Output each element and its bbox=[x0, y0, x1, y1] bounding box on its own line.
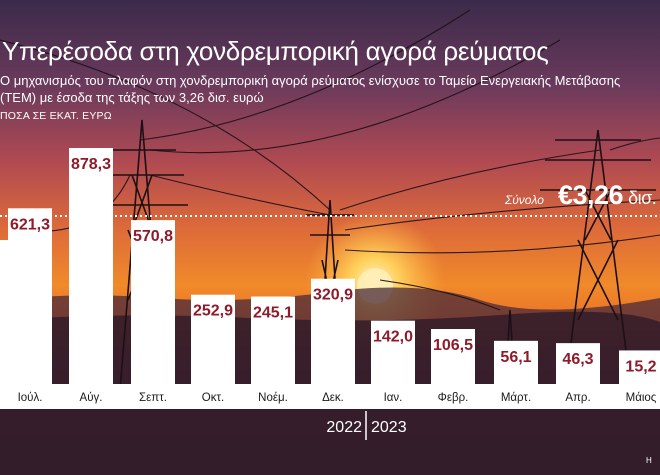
month-label-φεβρ: Φεβρ. bbox=[438, 392, 469, 404]
month-label-δεκ: Δεκ. bbox=[322, 392, 344, 404]
bar-φεβρ bbox=[431, 329, 475, 384]
month-label-αύγ: Αύγ. bbox=[80, 392, 103, 404]
value-label-ιούλ: 621,3 bbox=[10, 216, 50, 233]
value-label-ιαν: 142,0 bbox=[373, 329, 413, 346]
month-label-ιαν: Ιαν. bbox=[384, 392, 403, 404]
month-label-μάιος: Μάιος bbox=[626, 392, 657, 404]
total-unit: δισ. bbox=[628, 188, 657, 208]
total-label: Σύνολο bbox=[505, 193, 544, 207]
year-label-2022: 2022 bbox=[326, 419, 362, 436]
month-label-ιούλ: Ιούλ. bbox=[18, 392, 43, 404]
x-axis-strip bbox=[0, 384, 660, 409]
bar-μάρτ bbox=[494, 340, 538, 384]
chart-subtitle: Ο μηχανισμός του πλαφόν στη χονδρεμπορικ… bbox=[0, 73, 621, 105]
value-label-μάιος: 15,2 bbox=[625, 358, 656, 375]
bar-σεπτ bbox=[131, 220, 175, 384]
total-amount: €3,26 bbox=[558, 180, 624, 210]
month-label-σεπτ: Σεπτ. bbox=[139, 392, 167, 404]
bar-νοέμ bbox=[251, 296, 295, 384]
bar-οκτ bbox=[191, 294, 235, 384]
unit-label: ΠΟΣΑ ΣΕ ΕΚΑΤ. ΕΥΡΩ bbox=[0, 110, 112, 122]
value-label-οκτ: 252,9 bbox=[193, 303, 233, 320]
value-label-απρ: 46,3 bbox=[562, 351, 593, 368]
bar-ιαν bbox=[371, 320, 415, 384]
value-label-δεκ: 320,9 bbox=[313, 287, 353, 304]
month-label-απρ: Απρ. bbox=[565, 392, 590, 404]
value-label-σεπτ: 570,8 bbox=[133, 228, 173, 245]
total-value: €3,26 δισ. bbox=[558, 180, 657, 211]
bar-δεκ bbox=[311, 278, 355, 384]
month-label-νοέμ: Νοέμ. bbox=[258, 392, 288, 404]
credit-mark: Η bbox=[646, 456, 652, 465]
value-label-μάρτ: 56,1 bbox=[500, 349, 531, 366]
value-labels: 621,3 878,3 570,8 252,9 245,1 320,9 142,0 106,5… bbox=[10, 156, 657, 375]
bar-ιούλ bbox=[8, 208, 52, 384]
value-label-αύγ: 878,3 bbox=[71, 156, 111, 173]
month-label-οκτ: Οκτ. bbox=[202, 392, 224, 404]
chart-title: Υπερέσοδα στη χονδρεμπορική αγορά ρεύματ… bbox=[2, 36, 549, 66]
year-label-2023: 2023 bbox=[371, 419, 407, 436]
bar-απρ bbox=[556, 343, 600, 384]
year-labels: 2022 2023 bbox=[326, 419, 406, 436]
value-label-νοέμ: 245,1 bbox=[253, 305, 293, 322]
bar-αύγ bbox=[69, 148, 113, 384]
month-label-μάρτ: Μάρτ. bbox=[501, 392, 531, 404]
bar-series bbox=[0, 148, 660, 384]
x-axis-labels: Ιούλ. Αύγ. Σεπτ. Οκτ. Νοέμ. Δεκ. Ιαν. Φεβρ. Μάρτ… bbox=[18, 392, 657, 404]
value-label-φεβρ: 106,5 bbox=[433, 337, 473, 354]
bar-μάιος bbox=[619, 350, 660, 384]
